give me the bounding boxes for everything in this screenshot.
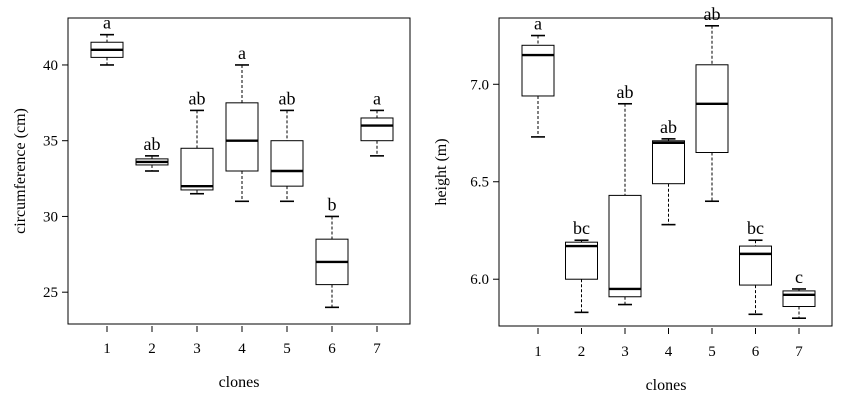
group-letter: a (373, 88, 381, 108)
box-clone-5: ab (270, 88, 304, 203)
x-tick-label: 2 (578, 344, 586, 360)
iqr-box (695, 64, 729, 154)
x-tick-label: 2 (148, 341, 156, 357)
x-tick-label: 6 (752, 344, 760, 360)
height-panel: a bc ab ab ab bc c 6.0 6.5 7.0 1 2 3 4 5 6 7 clones he… (433, 4, 833, 394)
y-tick-label: 35 (43, 134, 58, 150)
box-clone-4: a (225, 43, 259, 203)
iqr-box (270, 140, 304, 187)
iqr-box (360, 117, 394, 142)
x-tick-label: 6 (328, 341, 336, 357)
y-tick-label: 6.5 (470, 175, 489, 191)
x-tick-label: 7 (373, 341, 381, 357)
x-tick-label: 1 (103, 341, 111, 357)
x-tick-label: 3 (621, 344, 629, 360)
iqr-box (225, 102, 259, 172)
group-letter: b (328, 194, 337, 214)
iqr-box (180, 147, 214, 191)
x-tick-label: 5 (283, 341, 291, 357)
y-tick-label: 40 (43, 58, 58, 74)
group-letter: bc (573, 218, 590, 238)
group-letter: ab (660, 117, 677, 137)
iqr-box (739, 245, 772, 286)
y-tick-label: 6.0 (470, 272, 489, 288)
iqr-box (521, 44, 555, 97)
y-tick-label: 30 (43, 209, 58, 225)
box-clone-6: b (315, 194, 349, 309)
x-tick-label: 7 (795, 344, 803, 360)
box-clone-3: ab (608, 82, 642, 306)
box-clone-7: a (360, 88, 394, 157)
group-letter: ab (279, 88, 296, 108)
iqr-box (608, 194, 642, 298)
iqr-box (565, 241, 598, 280)
x-tick-label: 1 (534, 344, 542, 360)
group-letter: bc (747, 218, 764, 238)
x-axis-title: clones (219, 374, 260, 391)
y-tick-label: 7.0 (470, 77, 489, 93)
plot-frame (67, 17, 411, 325)
circumference-panel: a ab ab a ab b a 25 30 35 40 1 2 3 4 5 6 7 clones circu… (12, 13, 411, 391)
iqr-box (652, 140, 685, 185)
box-clone-3: ab (180, 88, 214, 195)
box-clone-1: a (521, 14, 555, 138)
iqr-box (782, 290, 816, 308)
box-group: a bc ab ab ab bc c (521, 4, 816, 320)
x-tick-label: 5 (708, 344, 716, 360)
x-tick-label: 3 (193, 341, 201, 357)
box-clone-6: bc (739, 218, 772, 316)
group-letter: a (103, 13, 111, 33)
box-clone-5: ab (695, 4, 729, 203)
box-clone-7: c (782, 267, 816, 320)
group-letter: ab (144, 134, 161, 154)
group-letter: ab (704, 4, 721, 24)
y-tick-label: 25 (43, 285, 58, 301)
y-axis: 25 30 35 40 (43, 58, 68, 301)
box-clone-2: ab (135, 134, 169, 172)
group-letter: c (795, 267, 803, 287)
group-letter: a (534, 14, 542, 34)
x-axis: 1 2 3 4 5 6 7 (103, 326, 381, 357)
box-clone-1: a (90, 13, 124, 66)
x-axis-title: clones (646, 377, 687, 394)
x-axis: 1 2 3 4 5 6 7 (534, 328, 803, 360)
box-clone-2: bc (565, 218, 598, 314)
y-axis-title: height (m) (433, 138, 450, 205)
plot-frame (498, 17, 833, 327)
y-axis-title: circumference (cm) (12, 108, 29, 234)
box-clone-4: ab (652, 117, 685, 226)
x-tick-label: 4 (238, 341, 246, 357)
group-letter: ab (617, 82, 634, 102)
x-tick-label: 4 (665, 344, 673, 360)
box-group: a ab ab a ab b a (90, 13, 394, 309)
y-axis: 6.0 6.5 7.0 (470, 77, 499, 288)
group-letter: a (238, 43, 246, 63)
group-letter: ab (189, 88, 206, 108)
